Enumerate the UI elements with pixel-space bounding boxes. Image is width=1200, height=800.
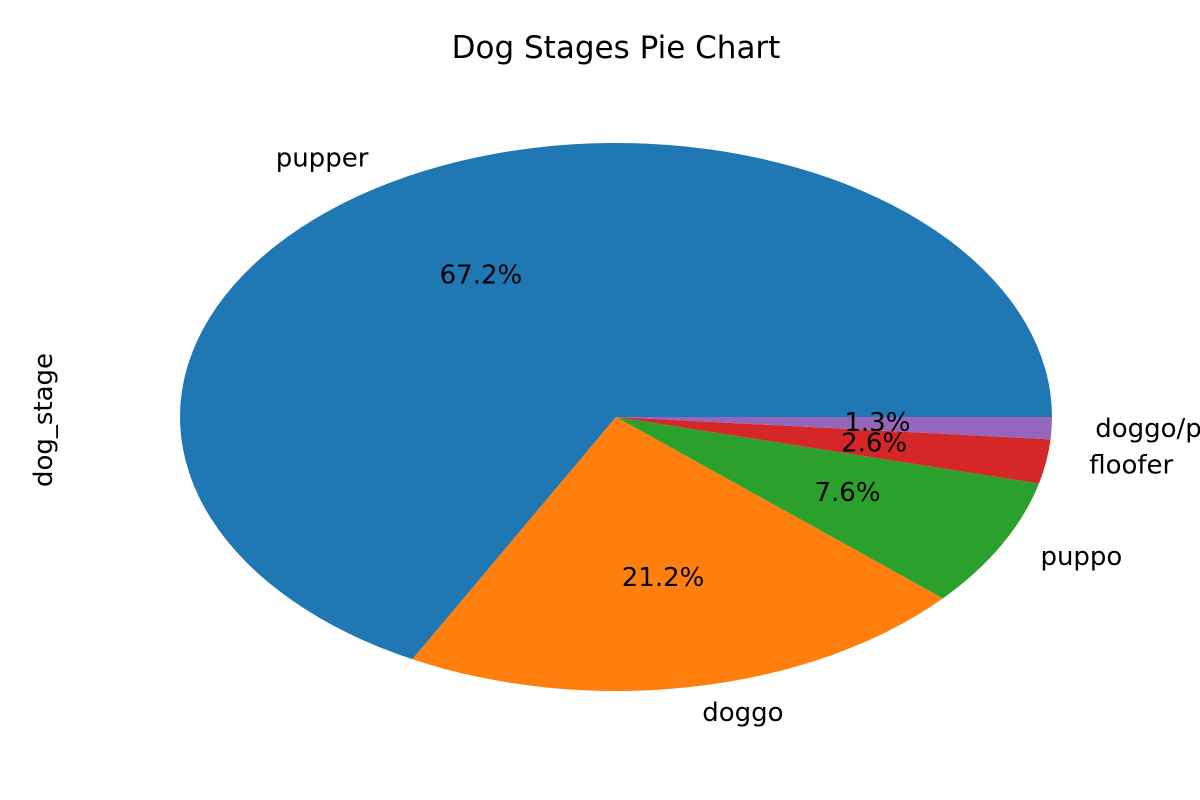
slice-label-doggo: doggo <box>702 698 783 728</box>
slice-percent-doggo: 21.2% <box>622 563 705 593</box>
slice-percent-doggo-puppo: 1.3% <box>844 408 910 438</box>
slice-label-pupper: pupper <box>276 143 369 173</box>
chart-title: Dog Stages Pie Chart <box>452 30 781 66</box>
slice-percent-puppo: 7.6% <box>814 478 880 508</box>
slice-label-doggo-puppo: doggo/puppo <box>1095 414 1200 444</box>
slice-percent-pupper: 67.2% <box>440 261 523 291</box>
pie-slice-pupper <box>179 143 1053 660</box>
pie-slice-doggo-puppo <box>616 417 1052 440</box>
pie-wedges <box>179 143 1053 692</box>
pie-slice-puppo <box>616 417 1039 599</box>
pie-slice-doggo <box>412 417 943 692</box>
category-labels: pupper doggo puppo floofer doggo/puppo <box>276 143 1200 728</box>
slice-label-puppo: puppo <box>1040 542 1122 572</box>
percent-labels: 67.2% 21.2% 7.6% 2.6%1.3% <box>440 261 911 594</box>
pie-slice-floofer <box>616 417 1051 484</box>
slice-label-floofer: floofer <box>1089 451 1173 481</box>
slice-percent-floofer: 2.6% <box>841 428 907 458</box>
y-axis-label: dog_stage <box>29 353 59 487</box>
